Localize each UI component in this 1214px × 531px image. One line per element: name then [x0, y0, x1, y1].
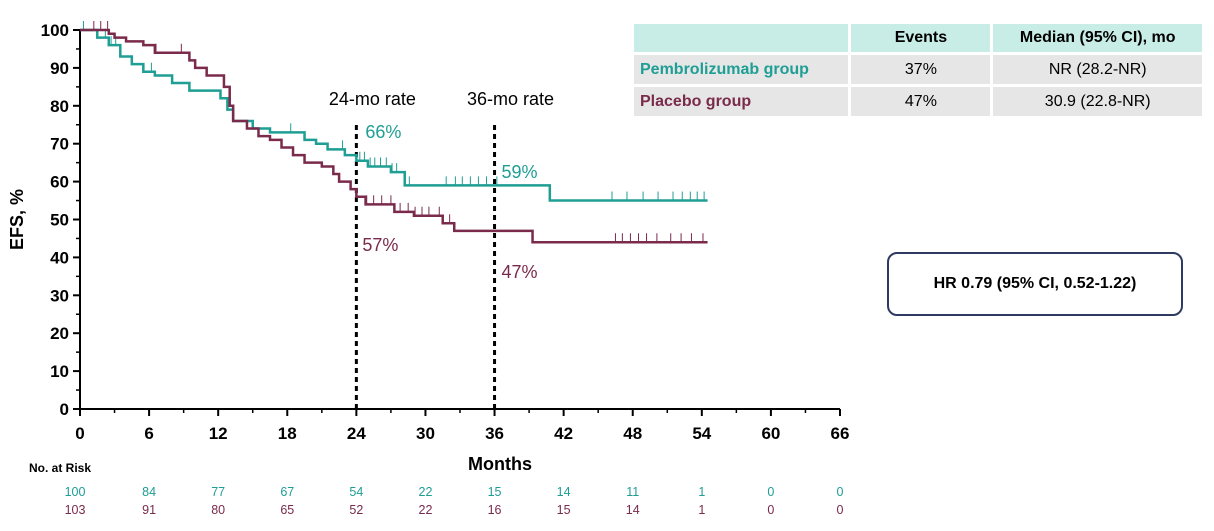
risk-value-pembrolizumab-6: 84	[142, 485, 156, 499]
risk-value-placebo-42: 15	[557, 503, 571, 517]
rate-label-placebo-36mo: 47%	[502, 262, 538, 282]
risk-value-placebo-18: 65	[280, 503, 294, 517]
summary-row-pembrolizumab: Pembrolizumab group 37% NR (28.2-NR)	[634, 55, 1202, 84]
y-tick-label-60: 60	[50, 173, 69, 192]
risk-value-placebo-36: 16	[488, 503, 502, 517]
summary-header-events: Events	[851, 24, 991, 52]
y-tick-label-0: 0	[60, 400, 69, 419]
risk-value-pembrolizumab-66: 0	[837, 485, 844, 499]
summary-header-median: Median (95% CI), mo	[993, 24, 1202, 52]
risk-value-placebo-60: 0	[767, 503, 774, 517]
hazard-ratio-box: HR 0.79 (95% CI, 0.52-1.22)	[887, 252, 1183, 316]
x-tick-label-60: 60	[761, 424, 780, 443]
x-tick-label-54: 54	[692, 424, 711, 443]
risk-value-pembrolizumab-18: 67	[280, 485, 294, 499]
x-axis-label: Months	[468, 454, 532, 474]
x-tick-label-0: 0	[75, 424, 84, 443]
summary-row-placebo: Placebo group 47% 30.9 (22.8-NR)	[634, 87, 1202, 116]
risk-value-placebo-66: 0	[837, 503, 844, 517]
x-tick-label-36: 36	[485, 424, 504, 443]
reference-label-24mo: 24-mo rate	[329, 89, 416, 109]
summary-group-pembrolizumab: Pembrolizumab group	[634, 55, 849, 84]
risk-value-pembrolizumab-30: 22	[419, 485, 433, 499]
summary-events-placebo: 47%	[851, 87, 991, 116]
risk-value-placebo-30: 22	[419, 503, 433, 517]
x-tick-label-30: 30	[416, 424, 435, 443]
y-tick-label-20: 20	[50, 324, 69, 343]
y-tick-label-80: 80	[50, 97, 69, 116]
curve-placebo	[80, 28, 708, 244]
y-tick-label-30: 30	[50, 286, 69, 305]
risk-value-pembrolizumab-42: 14	[557, 485, 571, 499]
summary-median-placebo: 30.9 (22.8-NR)	[993, 87, 1202, 116]
x-tick-label-66: 66	[831, 424, 850, 443]
curve-pembrolizumab	[80, 28, 708, 202]
risk-value-pembrolizumab-54: 1	[698, 485, 705, 499]
risk-value-placebo-24: 52	[349, 503, 363, 517]
risk-value-placebo-6: 91	[142, 503, 156, 517]
risk-value-placebo-0: 103	[65, 503, 86, 517]
y-tick-label-50: 50	[50, 211, 69, 230]
risk-value-placebo-12: 80	[211, 503, 225, 517]
rate-label-pembrolizumab-36mo: 59%	[502, 162, 538, 182]
y-tick-label-40: 40	[50, 248, 69, 267]
x-tick-label-42: 42	[554, 424, 573, 443]
y-tick-label-70: 70	[50, 135, 69, 154]
y-axis-label: EFS, %	[7, 189, 27, 250]
x-tick-label-12: 12	[209, 424, 228, 443]
y-tick-label-100: 100	[41, 21, 69, 40]
summary-group-placebo: Placebo group	[634, 87, 849, 116]
risk-value-pembrolizumab-36: 15	[488, 485, 502, 499]
summary-events-pembrolizumab: 37%	[851, 55, 991, 84]
risk-value-placebo-54: 1	[698, 503, 705, 517]
risk-value-pembrolizumab-60: 0	[767, 485, 774, 499]
x-tick-label-24: 24	[347, 424, 366, 443]
risk-value-pembrolizumab-48: 11	[626, 485, 639, 499]
x-tick-label-48: 48	[623, 424, 642, 443]
reference-label-36mo: 36-mo rate	[467, 89, 554, 109]
y-tick-label-10: 10	[50, 362, 69, 381]
x-tick-label-18: 18	[278, 424, 297, 443]
summary-median-pembrolizumab: NR (28.2-NR)	[993, 55, 1202, 84]
summary-table: Events Median (95% CI), mo Pembrolizumab…	[631, 21, 1205, 119]
risk-value-pembrolizumab-24: 54	[349, 485, 363, 499]
rate-label-pembrolizumab-24mo: 66%	[365, 122, 401, 142]
summary-header-row: Events Median (95% CI), mo	[634, 24, 1202, 52]
summary-header-blank	[634, 24, 849, 52]
rate-label-placebo-24mo: 57%	[362, 235, 398, 255]
risk-table-header: No. at Risk	[29, 461, 92, 475]
hazard-ratio-text: HR 0.79 (95% CI, 0.52-1.22)	[933, 275, 1137, 292]
x-tick-label-6: 6	[144, 424, 153, 443]
risk-value-pembrolizumab-12: 77	[211, 485, 225, 499]
y-tick-label-90: 90	[50, 59, 69, 78]
risk-value-placebo-48: 14	[626, 503, 640, 517]
risk-value-pembrolizumab-0: 100	[65, 485, 86, 499]
